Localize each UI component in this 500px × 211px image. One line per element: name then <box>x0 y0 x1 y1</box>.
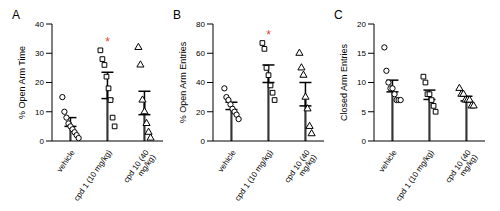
html-text:C: C <box>334 8 343 22</box>
html-text:A: A <box>12 8 20 22</box>
html-text:B: B <box>173 8 181 22</box>
svg-text:80: 80 <box>196 20 205 29</box>
svg-text:vehicle: vehicle <box>216 148 238 174</box>
svg-text:60: 60 <box>196 49 205 58</box>
svg-text:Closed Arm Entries: Closed Arm Entries <box>339 43 349 121</box>
svg-text:cpd 10 (40mg/kg): cpd 10 (40mg/kg) <box>444 148 480 189</box>
svg-text:cpd 10 (40mg/kg): cpd 10 (40mg/kg) <box>122 148 158 189</box>
svg-text:0: 0 <box>201 137 206 146</box>
svg-text:0: 0 <box>40 137 45 146</box>
svg-text:% Open Arm Entries: % Open Arm Entries <box>178 41 188 123</box>
svg-text:cpd 1 (10 mg/kg): cpd 1 (10 mg/kg) <box>394 148 436 203</box>
svg-text:vehicle: vehicle <box>377 148 399 174</box>
svg-text:30: 30 <box>35 49 44 58</box>
svg-text:40: 40 <box>35 20 44 29</box>
svg-text:*: * <box>266 28 271 42</box>
svg-text:*: * <box>105 35 110 49</box>
svg-text:20: 20 <box>357 20 366 29</box>
svg-text:cpd 1 (10 mg/kg): cpd 1 (10 mg/kg) <box>233 148 275 203</box>
svg-text:20: 20 <box>196 108 205 117</box>
svg-text:cpd 10 (40mg/kg): cpd 10 (40mg/kg) <box>283 148 319 189</box>
svg-text:% Open Arm Time: % Open Arm Time <box>17 46 27 119</box>
svg-text:15: 15 <box>357 49 366 58</box>
svg-text:10: 10 <box>357 78 366 87</box>
svg-text:40: 40 <box>196 78 205 87</box>
svg-text:5: 5 <box>362 108 367 117</box>
svg-text:0: 0 <box>362 137 367 146</box>
svg-text:vehicle: vehicle <box>55 148 77 174</box>
svg-text:cpd 1 (10 mg/kg): cpd 1 (10 mg/kg) <box>72 148 114 203</box>
svg-text:10: 10 <box>35 108 44 117</box>
svg-text:20: 20 <box>35 78 44 87</box>
